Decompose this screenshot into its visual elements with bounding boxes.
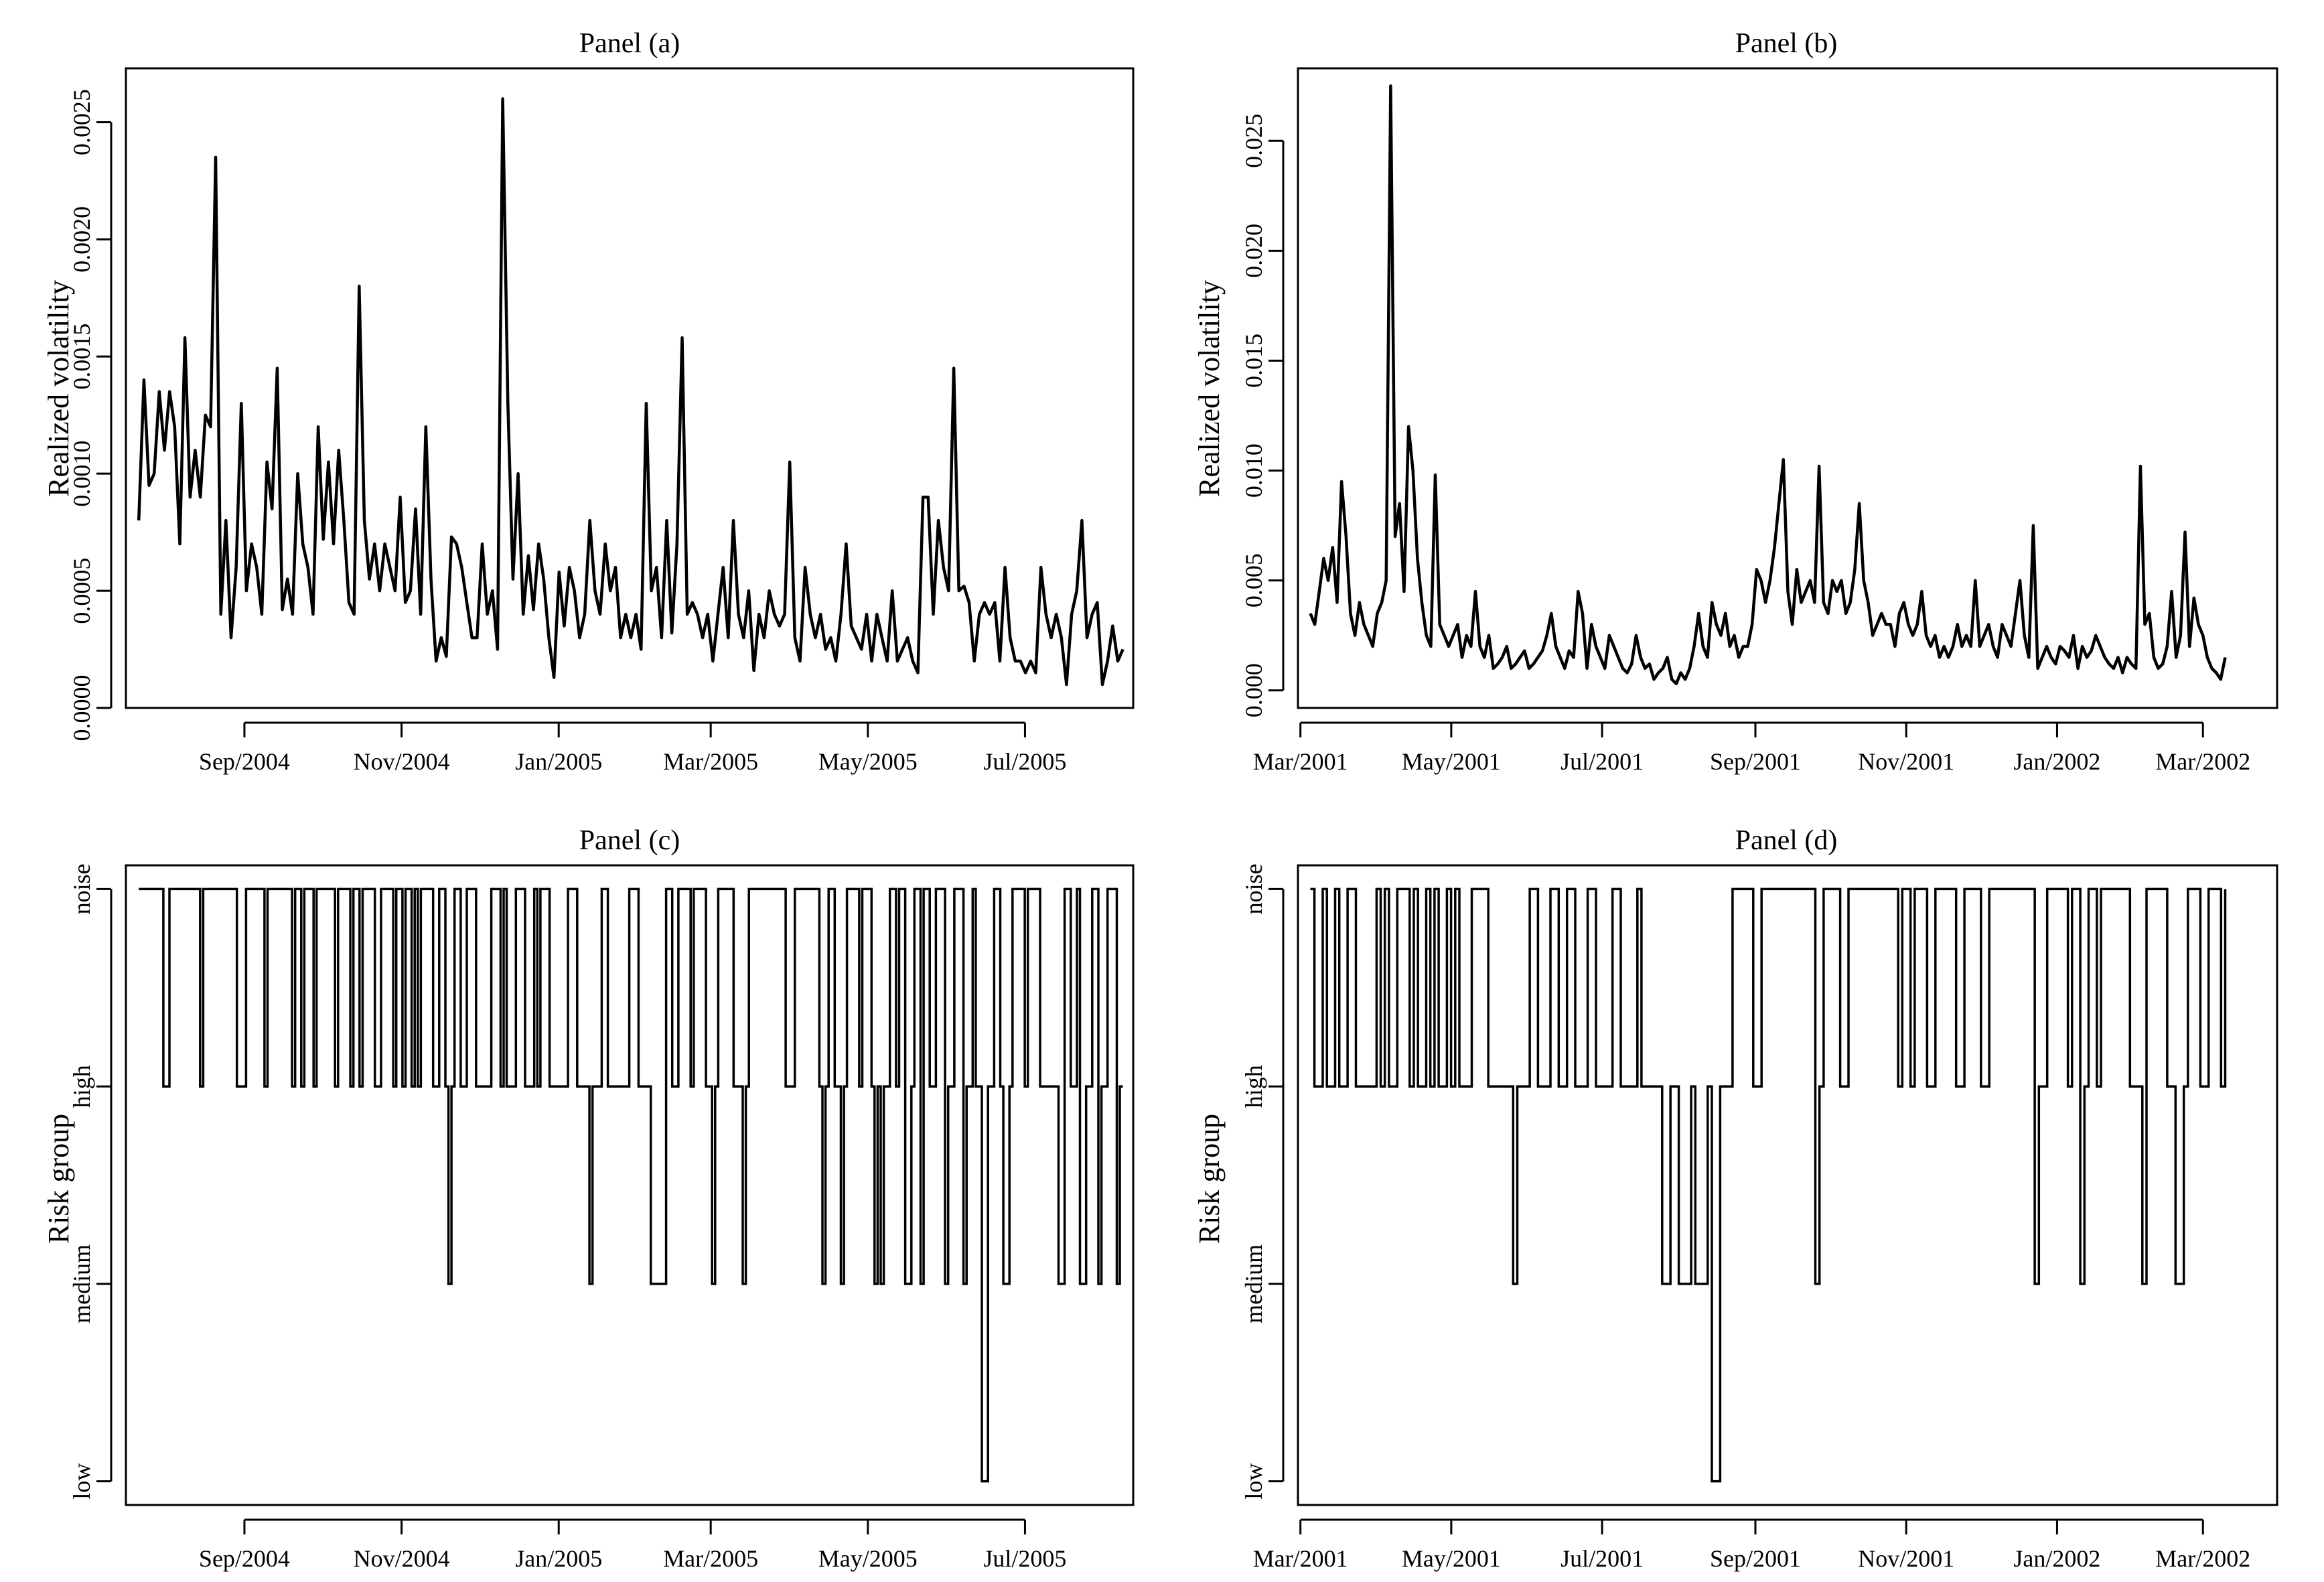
panel-a-title: Panel (a) xyxy=(579,28,680,59)
panel-a-x-ticks: Sep/2004 Nov/2004 Jan/2005 Mar/2005 May/2005… xyxy=(199,721,1066,775)
y-tick-label: noise xyxy=(68,863,95,914)
panel-a-frame xyxy=(125,67,1135,709)
panel-a-series-line xyxy=(137,97,1124,687)
x-tick-label: Sep/2001 xyxy=(1710,1545,1801,1572)
x-tick-label: Jul/2005 xyxy=(983,1545,1066,1572)
y-tick-label: 0.005 xyxy=(1240,553,1267,607)
x-tick-label: Mar/2002 xyxy=(2155,1545,2250,1572)
y-tick-label: 0.0000 xyxy=(68,675,95,741)
panel-c-frame xyxy=(125,864,1135,1506)
x-tick-label: Jan/2002 xyxy=(2013,748,2100,775)
x-tick-label: Jul/2005 xyxy=(983,748,1066,775)
y-tick-label: 0.010 xyxy=(1240,443,1267,498)
x-tick-label: Jan/2005 xyxy=(515,1545,602,1572)
panel-b-ylabel: Realized volatility xyxy=(1193,280,1226,497)
x-tick-label: Mar/2002 xyxy=(2155,748,2250,775)
x-tick-label: Jan/2002 xyxy=(2013,1545,2100,1572)
x-tick-label: Jan/2005 xyxy=(515,748,602,775)
panel-d-step-line xyxy=(1310,887,2227,1483)
y-tick-label: low xyxy=(68,1463,95,1500)
panel-d-frame xyxy=(1297,864,2278,1506)
x-tick-label: May/2001 xyxy=(1402,748,1501,775)
panel-d: Panel (d) Risk group Mar/2001 May/2001 Jul… xyxy=(1193,825,2278,1572)
panel-d-y-ticks: low medium high noise xyxy=(1240,863,1285,1500)
panel-c-y-ticks: low medium high noise xyxy=(68,863,113,1500)
y-tick-label: medium xyxy=(68,1244,95,1323)
y-tick-label: 0.025 xyxy=(1240,114,1267,168)
y-tick-label: 0.0025 xyxy=(68,89,95,155)
panel-a-y-ticks: 0.0000 0.0005 0.0010 0.0015 0.0020 0.0025 xyxy=(68,89,113,741)
x-tick-label: May/2005 xyxy=(818,748,918,775)
y-tick-label: medium xyxy=(1240,1244,1267,1323)
panel-d-title: Panel (d) xyxy=(1735,825,1838,856)
panel-a: Panel (a) Realized volatility Sep/2004 No… xyxy=(42,28,1135,775)
panel-b-y-ticks: 0.000 0.005 0.010 0.015 0.020 0.025 xyxy=(1240,114,1285,717)
y-tick-label: high xyxy=(1240,1065,1267,1108)
y-tick-label: 0.0015 xyxy=(68,323,95,390)
panel-c-title: Panel (c) xyxy=(579,825,680,856)
y-tick-label: high xyxy=(68,1065,95,1108)
panel-d-x-ticks: Mar/2001 May/2001 Jul/2001 Sep/2001 Nov/2001… xyxy=(1253,1518,2250,1572)
x-tick-label: Sep/2004 xyxy=(199,748,290,775)
y-tick-label: 0.000 xyxy=(1240,663,1267,717)
panel-d-ylabel: Risk group xyxy=(1193,1114,1226,1244)
x-tick-label: Sep/2001 xyxy=(1710,748,1801,775)
panel-b-title: Panel (b) xyxy=(1735,28,1838,59)
y-tick-label: 0.015 xyxy=(1240,334,1267,388)
y-tick-label: 0.020 xyxy=(1240,224,1267,278)
panel-a-ylabel: Realized volatility xyxy=(42,280,75,497)
panel-b-x-ticks: Mar/2001 May/2001 Jul/2001 Sep/2001 Nov/2001… xyxy=(1253,721,2250,775)
panel-b: Panel (b) Realized volatility Mar/2001 Ma… xyxy=(1193,28,2278,775)
x-tick-label: Mar/2001 xyxy=(1253,748,1348,775)
y-tick-label: 0.0010 xyxy=(68,441,95,507)
panel-c-ylabel: Risk group xyxy=(42,1114,75,1244)
x-tick-label: May/2005 xyxy=(818,1545,918,1572)
panel-c: Panel (c) Risk group Sep/2004 Nov/2004 Jan… xyxy=(42,825,1135,1572)
x-tick-label: Nov/2004 xyxy=(354,748,450,775)
panel-c-step-line xyxy=(139,887,1123,1483)
x-tick-label: Jul/2001 xyxy=(1560,1545,1644,1572)
x-tick-label: Nov/2001 xyxy=(1858,1545,1954,1572)
x-tick-label: Sep/2004 xyxy=(199,1545,290,1572)
x-tick-label: Jul/2001 xyxy=(1560,748,1644,775)
y-tick-label: 0.0020 xyxy=(68,206,95,273)
y-tick-label: 0.0005 xyxy=(68,558,95,624)
x-tick-label: May/2001 xyxy=(1402,1545,1501,1572)
panel-c-x-ticks: Sep/2004 Nov/2004 Jan/2005 Mar/2005 May/2005… xyxy=(199,1518,1066,1572)
panel-b-frame xyxy=(1297,67,2278,709)
x-tick-label: Mar/2005 xyxy=(663,748,758,775)
x-tick-label: Mar/2001 xyxy=(1253,1545,1348,1572)
y-tick-label: low xyxy=(1240,1463,1267,1500)
x-tick-label: Mar/2005 xyxy=(663,1545,758,1572)
panel-b-series-line xyxy=(1309,84,2227,686)
x-tick-label: Nov/2001 xyxy=(1858,748,1954,775)
y-tick-label: noise xyxy=(1240,863,1267,914)
x-tick-label: Nov/2004 xyxy=(354,1545,450,1572)
